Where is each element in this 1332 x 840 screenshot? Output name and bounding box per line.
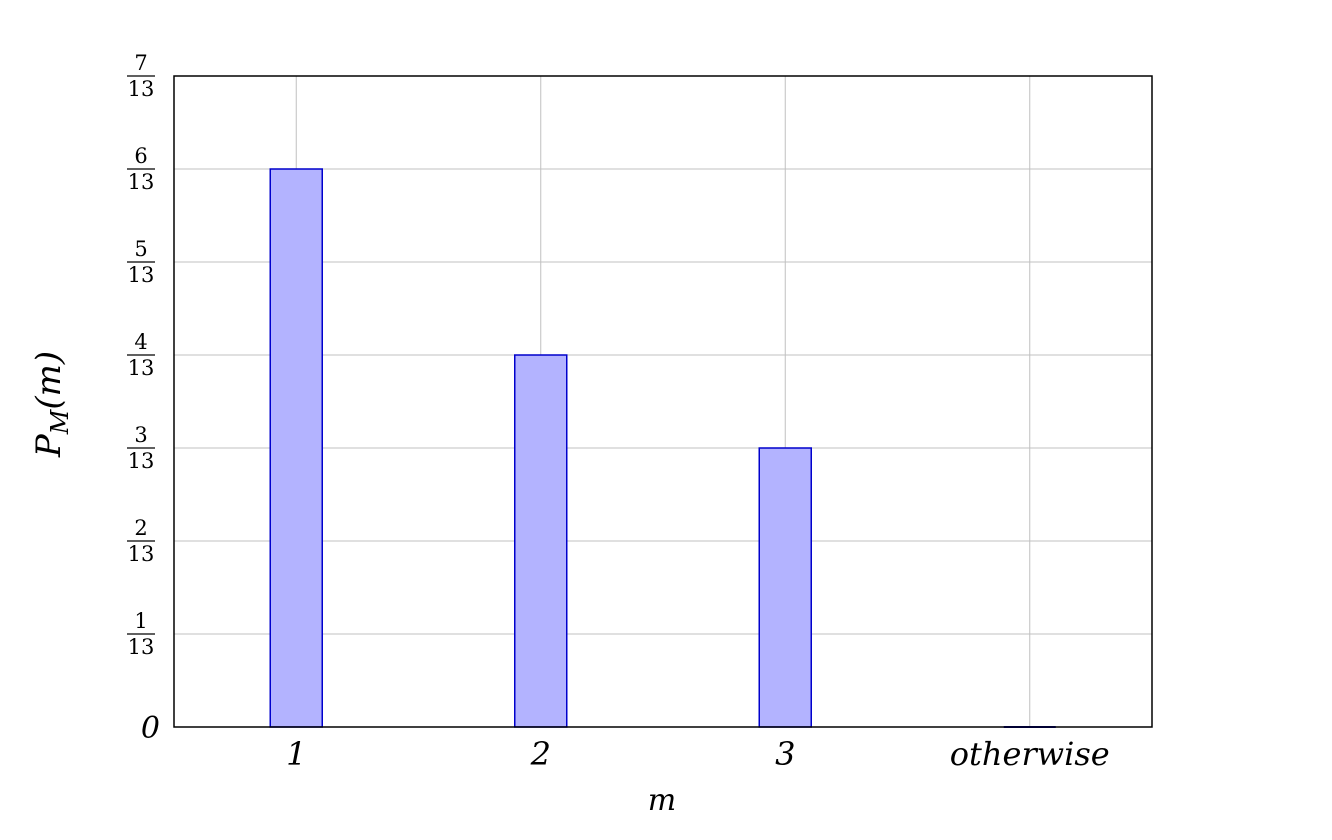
plot-area-frame [173, 75, 1153, 728]
y-tick-label: 613 [127, 144, 155, 194]
y-tick-denominator: 13 [128, 635, 155, 659]
y-tick-denominator: 13 [128, 356, 155, 380]
x-tick-label: 3 [775, 735, 795, 773]
y-tick-numerator: 7 [134, 51, 147, 75]
x-tick-label: otherwise [950, 735, 1110, 773]
y-tick-denominator: 13 [128, 542, 155, 566]
y-tick-label: 113 [127, 609, 155, 659]
y-tick-label: 213 [127, 516, 155, 566]
grid-lines [174, 76, 1152, 727]
y-axis-label-sub: M [46, 408, 74, 435]
y-tick-label: 513 [127, 237, 155, 287]
x-tick-label: 1 [286, 735, 306, 773]
y-tick-denominator: 13 [128, 77, 155, 101]
x-axis-label: m [648, 783, 676, 818]
svg-text:PM(m): PM(m) [29, 351, 74, 458]
y-tick-label: 713 [127, 51, 155, 101]
y-tick-label: 0 [141, 711, 160, 746]
y-tick-numerator: 2 [134, 516, 147, 540]
y-tick-text: 0 [141, 711, 160, 746]
y-tick-numerator: 4 [134, 330, 147, 354]
y-axis-label-arg: (m) [29, 351, 69, 410]
y-tick-numerator: 3 [134, 423, 147, 447]
bar-1 [269, 168, 323, 728]
y-tick-denominator: 13 [128, 170, 155, 194]
bar-2 [514, 354, 568, 728]
y-tick-numerator: 1 [134, 609, 147, 633]
y-tick-denominator: 13 [128, 263, 155, 287]
y-tick-denominator: 13 [128, 449, 155, 473]
y-axis-label: PM(m) [29, 351, 74, 458]
y-tick-numerator: 6 [134, 144, 147, 168]
y-axis-label-main: P [29, 433, 69, 458]
y-tick-label: 413 [127, 330, 155, 380]
x-tick-label: 2 [530, 735, 551, 773]
y-tick-label: 313 [127, 423, 155, 473]
y-tick-numerator: 5 [134, 237, 147, 261]
x-tick-labels: 1 2 3 otherwise [286, 735, 1110, 773]
bar-3 [758, 447, 812, 728]
